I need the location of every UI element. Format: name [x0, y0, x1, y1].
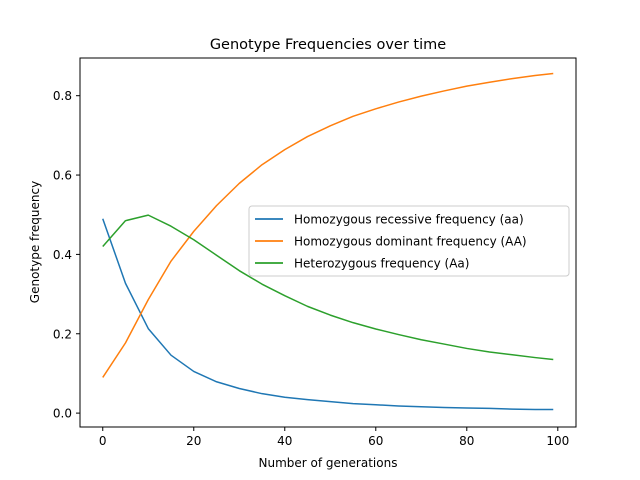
y-tick-label: 0.8	[53, 89, 72, 103]
x-tick-label: 0	[99, 434, 107, 448]
legend: Homozygous recessive frequency (aa) Homoz…	[248, 205, 570, 277]
x-axis-label: Number of generations	[259, 456, 398, 470]
legend-box	[248, 205, 570, 277]
y-tick-label: 0.2	[53, 327, 72, 341]
x-tick-label: 40	[277, 434, 292, 448]
x-tick-label: 20	[186, 434, 201, 448]
x-tick-label: 80	[459, 434, 474, 448]
chart-title: Genotype Frequencies over time	[210, 37, 446, 53]
series-line-1	[102, 72, 554, 378]
series-line-2	[102, 214, 554, 361]
y-tick-label: 0.6	[53, 169, 72, 183]
x-axis: 0 20 40 60 80 100	[99, 427, 569, 448]
legend-label-0: Homozygous recessive frequency (aa)	[294, 213, 524, 227]
legend-label-2: Heterozygous frequency (Aa)	[294, 257, 469, 271]
x-tick-label: 100	[546, 434, 569, 448]
x-tick-label: 60	[368, 434, 383, 448]
series-line-0	[102, 218, 554, 411]
y-axis: 0.0 0.2 0.4 0.6 0.8	[53, 89, 80, 421]
legend-label-1: Homozygous dominant frequency (AA)	[294, 235, 527, 249]
y-tick-label: 0.4	[53, 248, 72, 262]
y-axis-label: Genotype frequency	[28, 181, 42, 303]
y-tick-label: 0.0	[53, 407, 72, 421]
plot-frame	[79, 57, 577, 428]
series-lines	[102, 72, 554, 411]
